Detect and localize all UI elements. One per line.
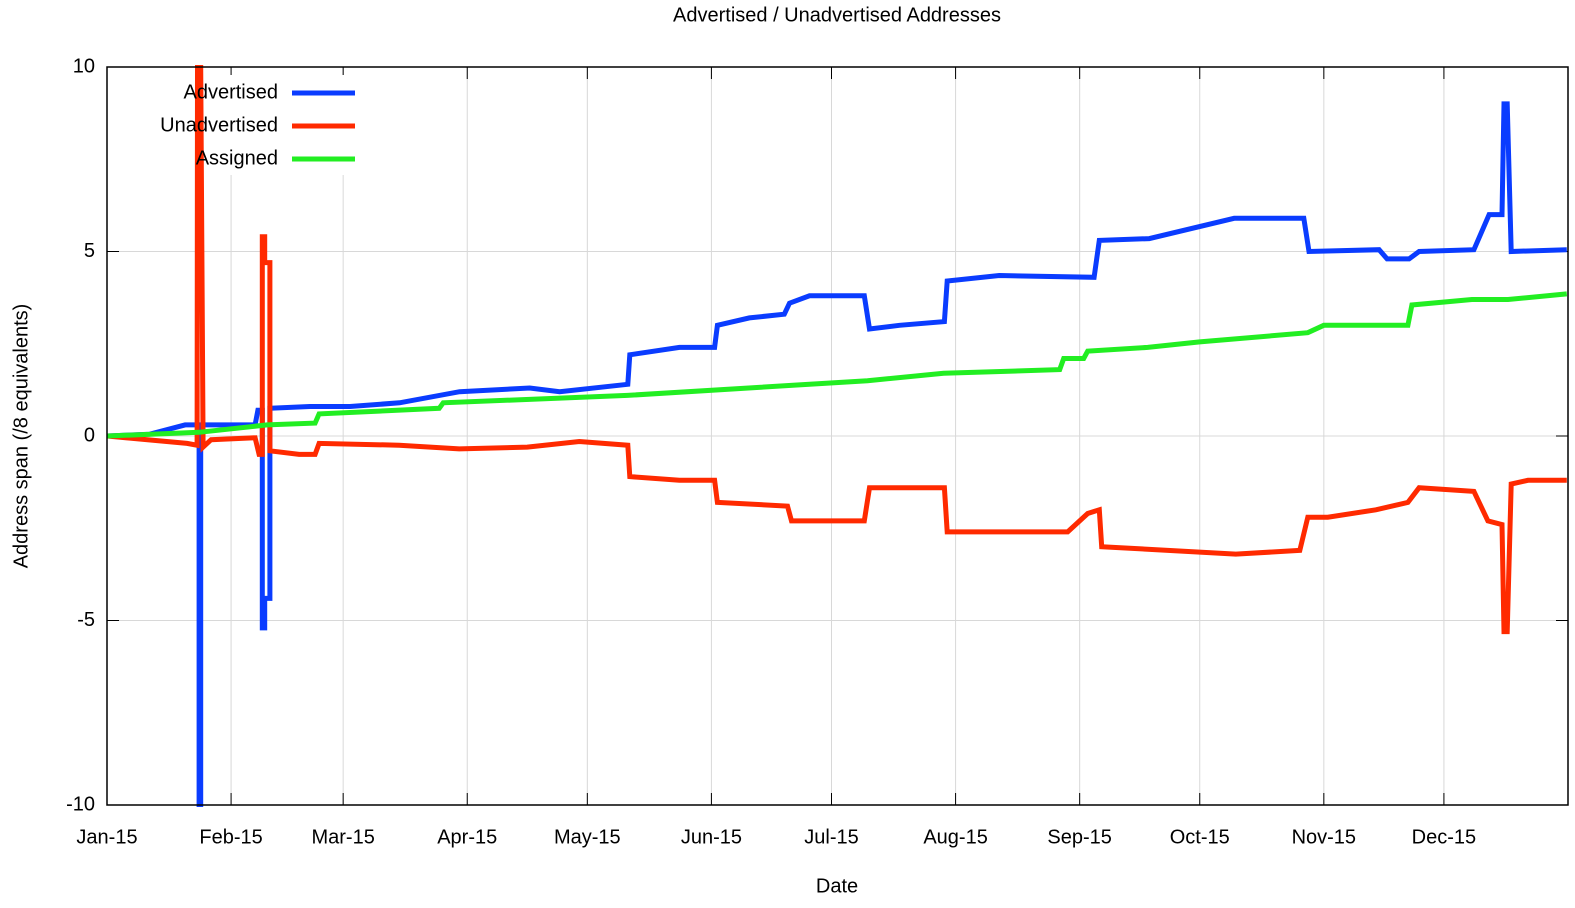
- legend-label: Assigned: [196, 147, 278, 169]
- x-tick-label: Mar-15: [311, 826, 374, 848]
- x-tick-label: Dec-15: [1412, 826, 1476, 848]
- y-tick-label: -5: [77, 609, 95, 631]
- x-tick-label: Jul-15: [804, 826, 858, 848]
- y-tick-label: 10: [73, 55, 95, 77]
- y-tick-label: -10: [66, 793, 95, 815]
- legend-label: Unadvertised: [160, 114, 278, 136]
- x-tick-label: Jun-15: [681, 826, 742, 848]
- x-tick-label: Nov-15: [1292, 826, 1356, 848]
- y-tick-label: 0: [84, 424, 95, 446]
- legend-label: Advertised: [184, 81, 279, 103]
- x-tick-label: Aug-15: [923, 826, 988, 848]
- chart-title: Advertised / Unadvertised Addresses: [673, 4, 1001, 26]
- x-tick-label: Oct-15: [1170, 826, 1230, 848]
- series-line: [107, 291, 1568, 439]
- x-axis-label: Date: [816, 875, 858, 897]
- plot-frame: [106, 66, 1569, 806]
- y-tick-label: 5: [84, 240, 95, 262]
- x-tick-label: May-15: [554, 826, 621, 848]
- series-line: [107, 101, 1567, 807]
- x-tick-label: Sep-15: [1047, 826, 1112, 848]
- y-axis-label: Address span (/8 equivalents): [10, 304, 32, 569]
- x-tick-label: Apr-15: [437, 826, 497, 848]
- series-line: [107, 65, 1567, 635]
- x-tick-label: Feb-15: [199, 826, 262, 848]
- x-tick-label: Jan-15: [76, 826, 137, 848]
